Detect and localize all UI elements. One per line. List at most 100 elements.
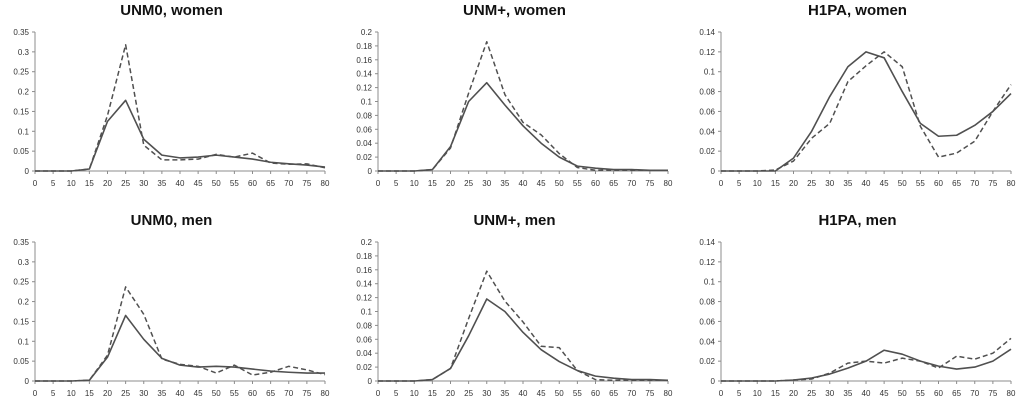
x-tick-label: 40 (519, 389, 528, 398)
x-tick-label: 60 (591, 389, 600, 398)
y-tick-label: 0.1 (704, 68, 716, 77)
y-tick-label: 0.16 (356, 56, 372, 65)
x-tick-label: 25 (807, 389, 816, 398)
x-tick-label: 45 (537, 389, 546, 398)
x-tick-label: 50 (212, 389, 221, 398)
series-line-solid (35, 99, 326, 172)
x-tick-label: 45 (880, 179, 889, 188)
x-tick-label: 50 (898, 389, 907, 398)
x-tick-label: 50 (555, 389, 564, 398)
y-tick-label: 0.1 (704, 278, 716, 287)
x-tick-label: 0 (376, 179, 381, 188)
y-tick-label: 0.04 (356, 139, 372, 148)
x-tick-label: 50 (898, 179, 907, 188)
x-tick-label: 80 (1007, 389, 1016, 398)
y-tick-label: 0.1 (361, 98, 373, 107)
x-tick-label: 0 (719, 179, 724, 188)
chart-panel: H1PA, men 0 0.02 0.04 0.06 0.08 0.1 0.12 0.14 0 5 1… (686, 210, 1029, 410)
x-tick-label: 5 (394, 179, 399, 188)
x-tick-label: 65 (609, 179, 618, 188)
y-tick-label: 0.25 (13, 68, 29, 77)
x-tick-label: 35 (500, 389, 509, 398)
x-tick-label: 35 (157, 389, 166, 398)
chart-grid: UNM0, women 0 0.05 0.1 0.15 0.2 0.25 0.3 0.35 0 5 1… (0, 0, 1016, 398)
x-tick-label: 60 (934, 389, 943, 398)
y-tick-label: 0.15 (13, 107, 29, 116)
series-line-solid (721, 51, 1012, 172)
x-tick-label: 20 (446, 179, 455, 188)
x-tick-label: 45 (194, 179, 203, 188)
y-tick-label: 0.02 (356, 153, 372, 162)
series-line-dashed (378, 270, 668, 382)
x-tick-label: 80 (1007, 179, 1016, 188)
y-tick-label: 0.14 (699, 28, 715, 37)
line-chart: 0 0.02 0.04 0.06 0.08 0.1 0.12 0.14 0.16 0.18 0.2 0… (356, 238, 673, 398)
series-line-dashed (35, 286, 326, 382)
x-tick-label: 15 (428, 179, 437, 188)
x-tick-label: 60 (248, 389, 257, 398)
x-tick-label: 40 (519, 179, 528, 188)
x-tick-label: 15 (85, 389, 94, 398)
x-tick-label: 45 (194, 389, 203, 398)
x-tick-label: 65 (266, 179, 275, 188)
y-tick-label: 0.16 (356, 266, 372, 275)
y-tick-label: 0 (711, 377, 716, 386)
x-tick-label: 0 (33, 179, 38, 188)
y-tick-label: 0.1 (361, 308, 373, 317)
series-line-dashed (378, 40, 668, 172)
line-chart: 0 0.05 0.1 0.15 0.2 0.25 0.3 0.35 0 5 10 15 20 25 30 35… (13, 238, 330, 398)
x-tick-label: 20 (103, 389, 112, 398)
chart-title: UNM0, men (130, 212, 213, 229)
y-tick-label: 0.18 (356, 42, 372, 51)
chart-panel: UNM0, women 0 0.05 0.1 0.15 0.2 0.25 0.3 0.35 0 5 1… (0, 0, 343, 200)
line-chart: 0 0.05 0.1 0.15 0.2 0.25 0.3 0.35 0 5 10 15 20 25 30 35… (13, 28, 330, 188)
x-tick-label: 80 (664, 389, 673, 398)
x-tick-label: 25 (464, 389, 473, 398)
x-tick-label: 65 (952, 179, 961, 188)
x-tick-label: 55 (230, 179, 239, 188)
x-tick-label: 55 (916, 389, 925, 398)
y-tick-label: 0.1 (18, 127, 30, 136)
series-line-solid (378, 298, 669, 382)
x-tick-label: 5 (51, 179, 56, 188)
x-tick-label: 5 (51, 389, 56, 398)
y-tick-label: 0.2 (18, 88, 30, 97)
y-tick-label: 0.18 (356, 252, 372, 261)
y-tick-label: 0.02 (699, 357, 715, 366)
x-tick-label: 15 (85, 179, 94, 188)
chart-title: UNM+, men (473, 212, 556, 229)
x-tick-label: 50 (555, 179, 564, 188)
x-tick-label: 15 (771, 389, 780, 398)
x-tick-label: 5 (394, 389, 399, 398)
x-tick-label: 55 (573, 179, 582, 188)
y-tick-label: 0.04 (699, 337, 715, 346)
x-tick-label: 35 (157, 179, 166, 188)
x-tick-label: 60 (934, 179, 943, 188)
series-line-dashed (721, 51, 1012, 172)
x-tick-label: 35 (500, 179, 509, 188)
x-tick-label: 70 (284, 389, 293, 398)
y-tick-label: 0.06 (699, 317, 715, 326)
y-tick-label: 0.05 (13, 357, 29, 366)
x-tick-label: 55 (230, 389, 239, 398)
chart-panel: UNM0, men 0 0.05 0.1 0.15 0.2 0.25 0.3 0.35 0 5 10 1… (0, 210, 343, 410)
x-tick-label: 10 (67, 179, 76, 188)
x-tick-label: 55 (573, 389, 582, 398)
chart-panel: UNM+, women 0 0.02 0.04 0.06 0.08 0.1 0.12 0.14 0… (343, 0, 686, 200)
series-line-solid (35, 314, 325, 382)
x-tick-label: 0 (719, 389, 724, 398)
x-tick-label: 25 (121, 179, 130, 188)
x-tick-label: 80 (321, 389, 330, 398)
x-tick-label: 75 (302, 179, 311, 188)
x-tick-label: 75 (302, 389, 311, 398)
y-tick-label: 0.08 (699, 88, 715, 97)
x-tick-label: 65 (609, 389, 618, 398)
line-chart: 0 0.02 0.04 0.06 0.08 0.1 0.12 0.14 0 5 10 15 20 25 30… (699, 28, 1016, 188)
y-tick-label: 0.12 (699, 258, 715, 267)
y-tick-label: 0 (25, 167, 30, 176)
x-tick-label: 40 (862, 179, 871, 188)
y-tick-label: 0 (711, 167, 716, 176)
x-tick-label: 45 (537, 179, 546, 188)
y-tick-label: 0.04 (356, 349, 372, 358)
x-tick-label: 30 (482, 179, 491, 188)
